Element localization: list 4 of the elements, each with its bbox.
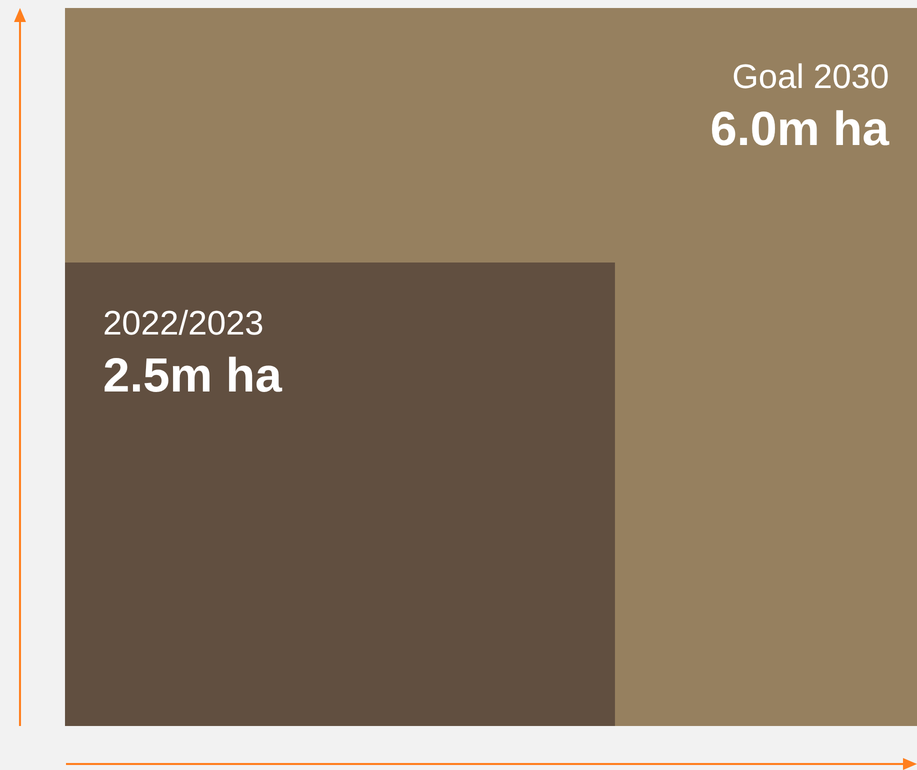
category-label: 2022/2023	[103, 304, 264, 343]
data-label: 6.0m ha	[710, 103, 890, 156]
category-label: Goal 2030	[732, 58, 889, 96]
data-label: 2.5m ha	[103, 350, 282, 403]
